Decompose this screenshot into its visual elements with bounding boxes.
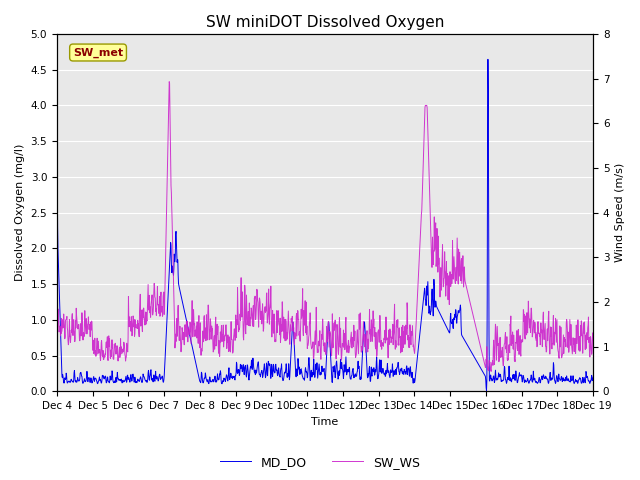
Y-axis label: Dissolved Oxygen (mg/l): Dissolved Oxygen (mg/l) [15,144,25,281]
Y-axis label: Wind Speed (m/s): Wind Speed (m/s) [615,163,625,262]
Legend: MD_DO, SW_WS: MD_DO, SW_WS [214,451,426,474]
X-axis label: Time: Time [312,417,339,427]
Title: SW miniDOT Dissolved Oxygen: SW miniDOT Dissolved Oxygen [206,15,444,30]
Text: SW_met: SW_met [73,48,123,58]
